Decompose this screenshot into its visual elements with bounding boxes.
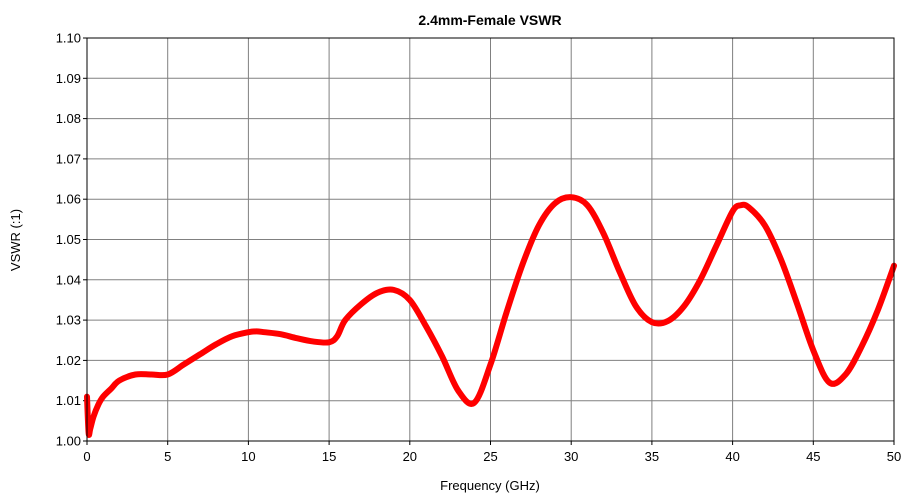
plot-area-frame [86,37,895,442]
x-tick-label: 50 [887,449,901,464]
x-tick-label: 10 [241,449,255,464]
chart-title: 2.4mm-Female VSWR [418,12,561,28]
x-tick-label: 20 [403,449,417,464]
y-tick-label: 1.07 [56,151,81,166]
y-tick-label: 1.00 [56,434,81,449]
x-tick-label: 45 [806,449,820,464]
series-layer [84,194,897,438]
grid-lines [83,37,895,445]
y-tick-label: 1.09 [56,71,81,86]
y-tick-label: 1.08 [56,111,81,126]
y-axis-title: VSWR (:1) [8,209,23,271]
x-tick-label: 15 [322,449,336,464]
y-tick-label: 1.04 [56,272,81,287]
y-tick-label: 1.03 [56,313,81,328]
y-tick-label: 1.02 [56,353,81,368]
x-axis-title: Frequency (GHz) [440,478,540,493]
x-tick-label: 40 [725,449,739,464]
y-tick-label: 1.05 [56,232,81,247]
y-tick-label: 1.06 [56,192,81,207]
x-tick-label: 25 [483,449,497,464]
y-tick-label: 1.01 [56,393,81,408]
y-tick-label: 1.10 [56,31,81,46]
tick-labels: 0 5 10 15 20 25 30 35 40 45 50 1.00 1.01 1.02 1.03 1.04… [56,31,902,465]
x-tick-label: 30 [564,449,578,464]
x-tick-label: 5 [164,449,171,464]
x-tick-label: 35 [645,449,659,464]
vswr-series-line [84,194,897,438]
x-tick-label: 0 [83,449,90,464]
